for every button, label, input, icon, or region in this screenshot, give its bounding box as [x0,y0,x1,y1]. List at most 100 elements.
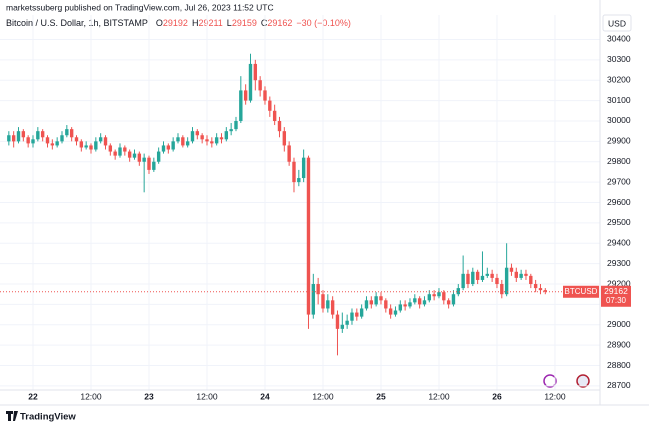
y-tick-label: 29800 [607,156,631,166]
event-icon[interactable] [543,374,557,388]
ohlc-label: L [227,18,232,28]
candle-body [234,120,238,130]
candle-body [369,300,374,305]
candle-body [432,294,436,297]
event-icon[interactable] [576,374,590,388]
ohlc-value: 29159 [232,18,257,28]
candle-body [137,153,142,162]
candle-body [374,296,378,305]
y-tick-label: 29400 [607,238,631,248]
candle-body [98,137,103,142]
y-tick-label: 29500 [607,217,631,227]
candle-body [442,292,446,301]
candle-body [417,298,422,305]
price-badge [601,285,631,307]
candle-body [26,137,30,144]
candle-body [301,157,306,179]
candle-body [330,300,335,315]
candle-body [40,131,45,138]
candle-body [132,153,137,158]
ohlc-label: H [192,18,199,28]
candle-body [485,273,490,276]
candle-body [103,137,108,146]
candle-body [258,80,262,91]
candle-body [253,63,258,81]
candle-body [50,143,55,146]
y-tick-label: 30300 [607,54,631,64]
candle-body [60,135,64,142]
candle-body [108,145,113,152]
candle-body [263,90,267,101]
candle-body [185,141,190,146]
countdown: 07:30 [606,296,627,305]
y-tick-label: 30000 [607,115,631,125]
candle-body [200,135,204,140]
candle-body [398,304,403,311]
candle-body [471,271,475,285]
y-tick-label: 29900 [607,136,631,146]
header: Bitcoin / U.S. Dollar, 1h, BITSTAMP O2919… [6,18,351,28]
y-tick-label: 30100 [607,95,631,105]
candle-body [437,292,441,297]
candle-body [89,145,93,150]
candle-body [166,145,171,150]
brand-logo [6,411,18,421]
candle-body [297,178,301,183]
candle-body [214,137,219,144]
candle-body [65,129,69,136]
candle-body [7,135,11,142]
candle-body [326,300,330,309]
candle-body [113,151,117,156]
candle-body [345,320,349,325]
candle-body [243,90,248,101]
candle-body [171,141,175,150]
candle-body [475,271,480,280]
candle-body [321,294,325,309]
y-tick-label: 29600 [607,197,631,207]
ohlc-value: 29211 [198,18,222,28]
symbol-label: BTCUSD [565,287,598,296]
change: −30 (−0.10%) [296,18,351,28]
candle-body [205,139,209,142]
symbol-badge [563,285,599,298]
candle-body [152,161,156,170]
candle-body [451,294,456,305]
candle-body [161,145,166,152]
candle-body [543,290,547,292]
candle-body [127,151,132,158]
plot-area: 2870028800289002900029100292002930029400… [0,0,631,405]
candle-body [292,161,296,183]
candle-body [393,310,398,315]
candle-body [533,284,538,289]
y-tick-label: 28700 [607,380,631,390]
candle-body [519,273,523,278]
y-tick-label: 29700 [607,176,631,186]
candle-body [413,298,417,303]
candle-body [456,288,461,295]
candle-body [350,312,354,321]
candle-body [335,314,340,329]
candle-body [229,129,233,132]
y-tick-label: 29300 [607,258,631,268]
candle-body [340,324,345,329]
candle-body [277,120,282,132]
candle-body [524,273,528,276]
candle-body [36,131,40,140]
brand: TradingView [20,412,76,423]
x-tick-label: 12:00 [544,391,566,401]
x-tick-label: 22 [28,391,38,401]
candle-body [384,300,388,309]
candle-body [495,277,499,285]
currency-button[interactable] [602,14,632,32]
candle-body [403,304,407,307]
candle-body [31,139,35,144]
candle-body [21,131,26,138]
candle-body [123,147,127,152]
candle-body [316,284,320,295]
x-tick-label: 25 [376,391,386,401]
currency[interactable]: USD [608,18,626,28]
candle-body [195,131,200,136]
y-tick-label: 30400 [607,34,631,44]
candle-body [142,157,146,162]
